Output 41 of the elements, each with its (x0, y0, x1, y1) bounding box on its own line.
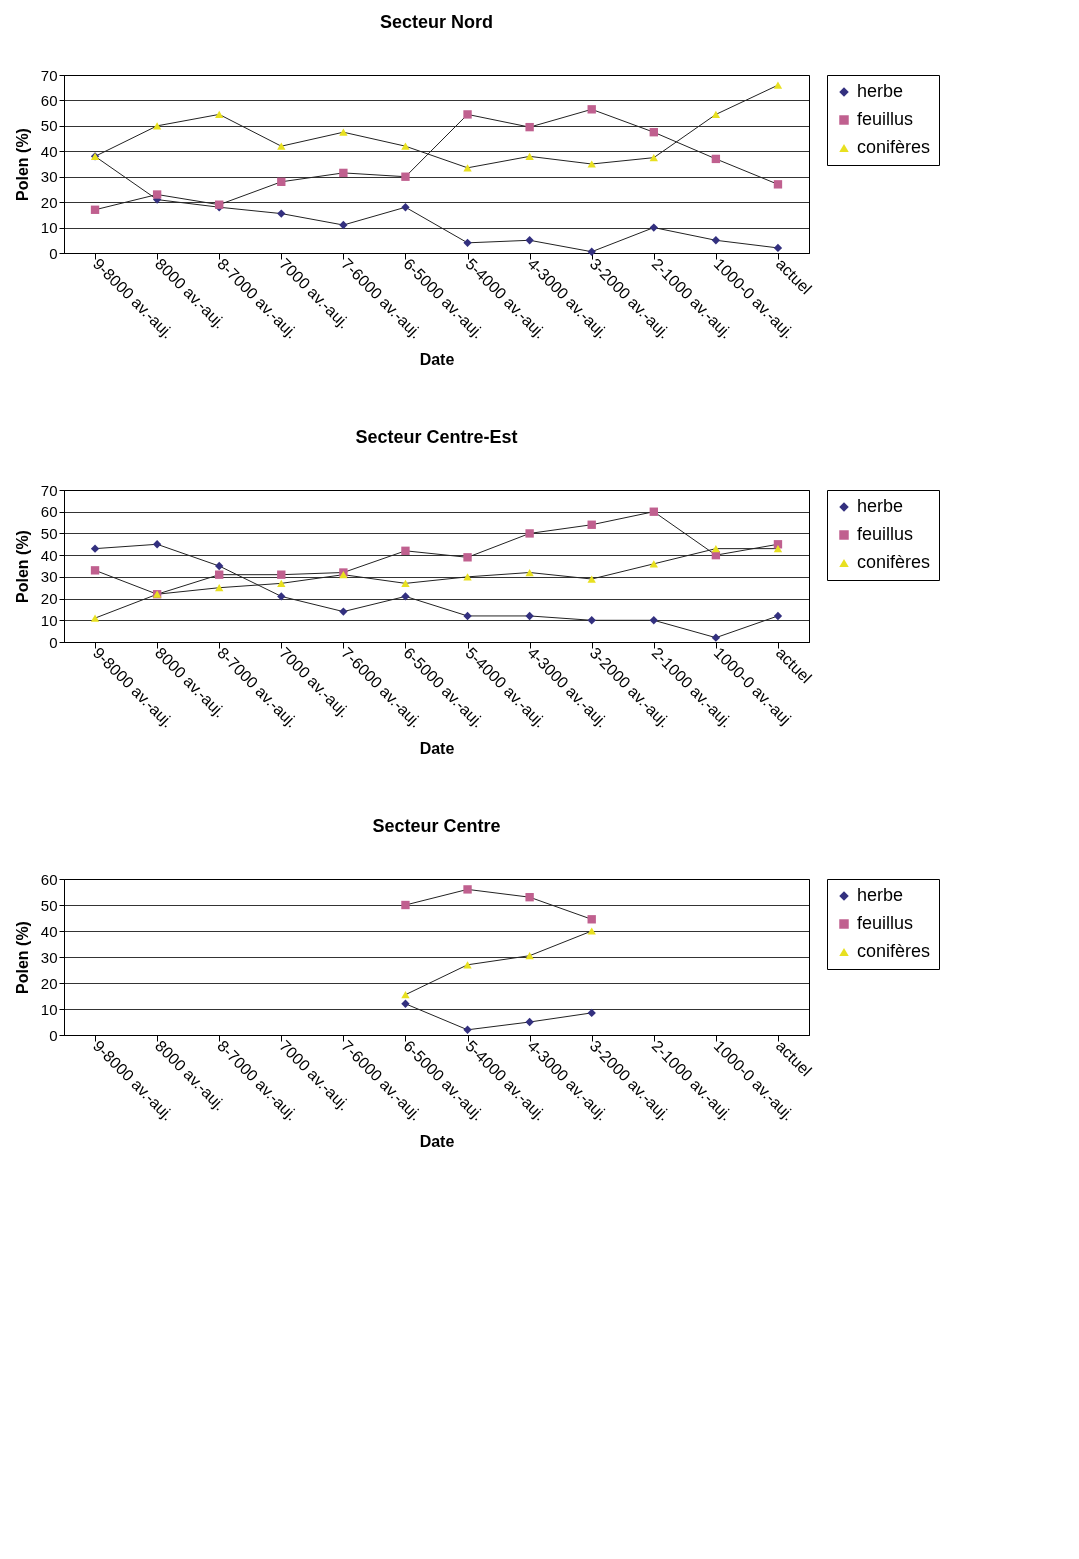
y-tick-label: 20 (40, 974, 58, 992)
legend-label: conifères (857, 552, 931, 572)
y-tick-label: 60 (40, 870, 58, 888)
y-tick-label: 40 (40, 922, 58, 940)
y-tick-label: 0 (49, 633, 58, 651)
legend-label: conifères (857, 137, 931, 157)
y-tick-label: 50 (40, 896, 58, 914)
y-tick-label: 20 (40, 590, 58, 608)
y-tick-label: 60 (40, 91, 58, 109)
y-tick-label: 60 (40, 503, 58, 521)
y-tick-label: 30 (40, 168, 58, 186)
y-tick-label: 10 (40, 611, 58, 629)
legend-label: feuillus (857, 913, 914, 933)
x-axis-title: Date (419, 739, 455, 757)
legend-label: feuillus (857, 109, 914, 129)
y-tick-label: 70 (40, 481, 58, 499)
legend-label: herbe (857, 496, 904, 516)
y-tick-label: 0 (49, 1026, 58, 1044)
legend-label: conifères (857, 941, 931, 961)
legend-label: feuillus (857, 524, 914, 544)
y-tick-label: 40 (40, 546, 58, 564)
y-tick-label: 40 (40, 142, 58, 160)
chart-title: Secteur Centre-Est (355, 427, 518, 447)
y-tick-label: 30 (40, 568, 58, 586)
legend-label: herbe (857, 885, 904, 905)
legend-label: herbe (857, 81, 904, 101)
y-tick-label: 70 (40, 66, 58, 84)
y-tick-label: 10 (40, 219, 58, 237)
chart-title: Secteur Nord (379, 12, 494, 32)
y-axis-title: Polen (%) (13, 530, 31, 603)
y-tick-label: 0 (49, 244, 58, 262)
y-axis-title: Polen (%) (13, 921, 31, 994)
x-axis-title: Date (419, 1132, 455, 1150)
y-tick-label: 20 (40, 193, 58, 211)
y-tick-label: 30 (40, 948, 58, 966)
chart-title: Secteur Centre (372, 816, 501, 836)
y-tick-label: 50 (40, 524, 58, 542)
y-tick-label: 50 (40, 117, 58, 135)
x-axis-title: Date (419, 350, 455, 368)
y-tick-label: 10 (40, 1000, 58, 1018)
y-axis-title: Polen (%) (13, 128, 31, 201)
